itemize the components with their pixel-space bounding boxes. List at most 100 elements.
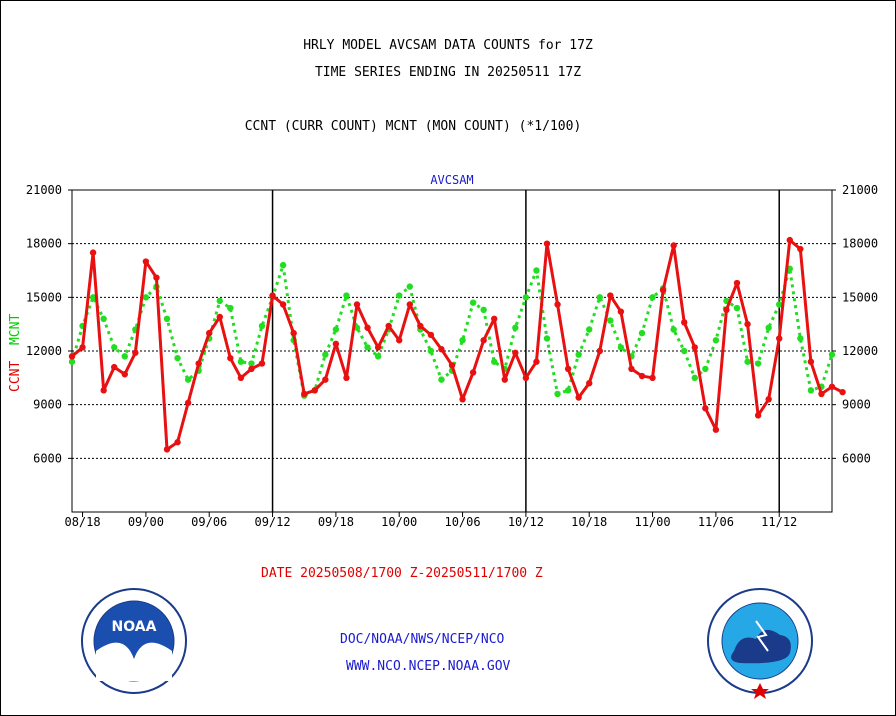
data-point-mcnt [554, 390, 561, 398]
data-point-mcnt [607, 317, 614, 324]
data-point-mcnt [100, 315, 107, 322]
data-point-ccnt [332, 340, 340, 348]
y-tick-label-left: 12000 [26, 344, 62, 358]
data-point-mcnt [649, 294, 656, 301]
data-point-mcnt [427, 347, 435, 355]
data-point-ccnt [754, 412, 762, 419]
x-tick-label: 10/00 [381, 515, 417, 529]
data-point-ccnt [121, 371, 128, 378]
x-tick-label: 10/12 [508, 515, 544, 529]
data-point-mcnt [343, 292, 350, 299]
plot-label: AVCSAM [430, 173, 473, 187]
www-link[interactable]: WWW.NCO.NCEP.NOAA.GOV [346, 659, 511, 674]
data-point-mcnt [702, 365, 709, 373]
y-tick-label-left: 6000 [33, 451, 62, 465]
data-point-mcnt [522, 294, 530, 301]
x-tick-label: 10/06 [444, 515, 480, 529]
data-point-ccnt [364, 324, 371, 331]
data-point-ccnt [543, 240, 551, 247]
data-point-mcnt [670, 326, 677, 333]
data-point-mcnt [596, 294, 603, 301]
data-point-ccnt [617, 308, 625, 315]
data-point-mcnt [216, 297, 223, 305]
data-point-ccnt [174, 439, 181, 446]
data-point-ccnt [596, 347, 603, 355]
data-point-mcnt [353, 324, 361, 331]
data-point-ccnt [723, 306, 730, 314]
data-point-mcnt [586, 326, 593, 333]
data-point-ccnt [628, 365, 635, 373]
x-tick-label: 08/18 [64, 515, 100, 529]
data-point-ccnt [818, 390, 825, 398]
data-point-ccnt [206, 329, 213, 337]
data-point-mcnt [469, 299, 477, 306]
y-tick-label-left: 18000 [26, 237, 62, 251]
data-point-ccnt [417, 322, 424, 330]
chart-title-2: TIME SERIES ENDING IN 20250511 17Z [314, 65, 582, 80]
data-point-ccnt [501, 376, 508, 383]
data-point-ccnt [279, 301, 287, 308]
data-point-ccnt [469, 369, 477, 376]
data-point-mcnt [617, 344, 625, 351]
data-point-mcnt [227, 304, 234, 312]
data-point-ccnt [586, 380, 593, 387]
data-point-mcnt [396, 292, 403, 299]
y-tick-label-right: 9000 [842, 398, 871, 412]
y-tick-label-right: 12000 [842, 344, 878, 358]
x-tick-label: 10/18 [571, 515, 607, 529]
chart-subtitle: CCNT (CURR COUNT) MCNT (MON COUNT) (*1/1… [244, 119, 582, 134]
data-point-ccnt [828, 383, 836, 390]
y-tick-label-right: 15000 [842, 290, 878, 304]
data-point-mcnt [332, 326, 340, 333]
data-point-ccnt [79, 344, 86, 351]
data-point-mcnt [237, 358, 245, 365]
data-point-ccnt [322, 376, 329, 383]
data-point-mcnt [480, 306, 487, 314]
data-point-ccnt [522, 374, 530, 382]
data-point-ccnt [638, 372, 646, 380]
x-tick-label: 09/12 [254, 515, 290, 529]
data-point-ccnt [142, 258, 150, 265]
data-point-mcnt [111, 344, 118, 351]
data-point-mcnt [575, 351, 582, 358]
data-point-mcnt [459, 337, 466, 344]
data-point-ccnt [111, 363, 118, 371]
data-point-ccnt [480, 337, 487, 344]
data-point-ccnt [491, 315, 498, 322]
x-tick-label: 09/18 [318, 515, 354, 529]
data-point-mcnt [512, 324, 519, 331]
data-point-ccnt [533, 358, 540, 365]
x-tick-label: 11/12 [761, 515, 797, 529]
data-point-ccnt [649, 374, 656, 382]
data-point-mcnt [406, 283, 413, 290]
data-point-ccnt [184, 399, 192, 407]
data-point-ccnt [744, 320, 751, 328]
x-tick-label: 09/00 [128, 515, 164, 529]
data-point-mcnt [712, 337, 720, 344]
data-point-mcnt [374, 353, 382, 360]
data-point-ccnt [258, 360, 266, 367]
y-tick-label-right: 18000 [842, 237, 878, 251]
series-line-ccnt [71, 238, 844, 451]
data-point-mcnt [163, 315, 171, 322]
date-range: DATE 20250508/1700 Z-20250511/1700 Z [261, 566, 543, 581]
y-tick-label-left: 9000 [33, 398, 62, 412]
data-point-mcnt [797, 335, 804, 342]
data-point-ccnt [385, 322, 392, 330]
data-point-ccnt [564, 365, 572, 373]
data-point-ccnt [776, 335, 783, 342]
data-point-mcnt [174, 354, 181, 362]
data-point-ccnt [132, 349, 139, 356]
data-point-ccnt [216, 313, 223, 321]
data-point-mcnt [564, 387, 572, 394]
data-point-ccnt [269, 292, 276, 299]
data-point-mcnt [364, 344, 371, 351]
x-tick-label: 09/06 [191, 515, 227, 529]
data-point-ccnt [765, 396, 772, 403]
data-point-mcnt [248, 360, 255, 367]
data-point-ccnt [459, 396, 466, 403]
data-point-ccnt [396, 337, 403, 344]
data-point-mcnt [754, 360, 762, 367]
data-point-mcnt [744, 358, 751, 365]
